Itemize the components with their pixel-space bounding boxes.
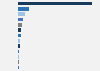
Bar bbox=[18, 50, 20, 53]
Bar bbox=[18, 66, 19, 70]
Bar bbox=[18, 28, 21, 32]
Bar bbox=[18, 44, 20, 48]
Bar bbox=[18, 18, 23, 21]
Bar bbox=[18, 7, 29, 11]
Bar bbox=[18, 34, 21, 37]
Bar bbox=[18, 12, 25, 16]
Bar bbox=[18, 60, 19, 64]
Bar bbox=[18, 1, 92, 5]
Bar bbox=[18, 55, 19, 59]
Bar bbox=[18, 39, 20, 43]
Bar bbox=[18, 23, 22, 27]
